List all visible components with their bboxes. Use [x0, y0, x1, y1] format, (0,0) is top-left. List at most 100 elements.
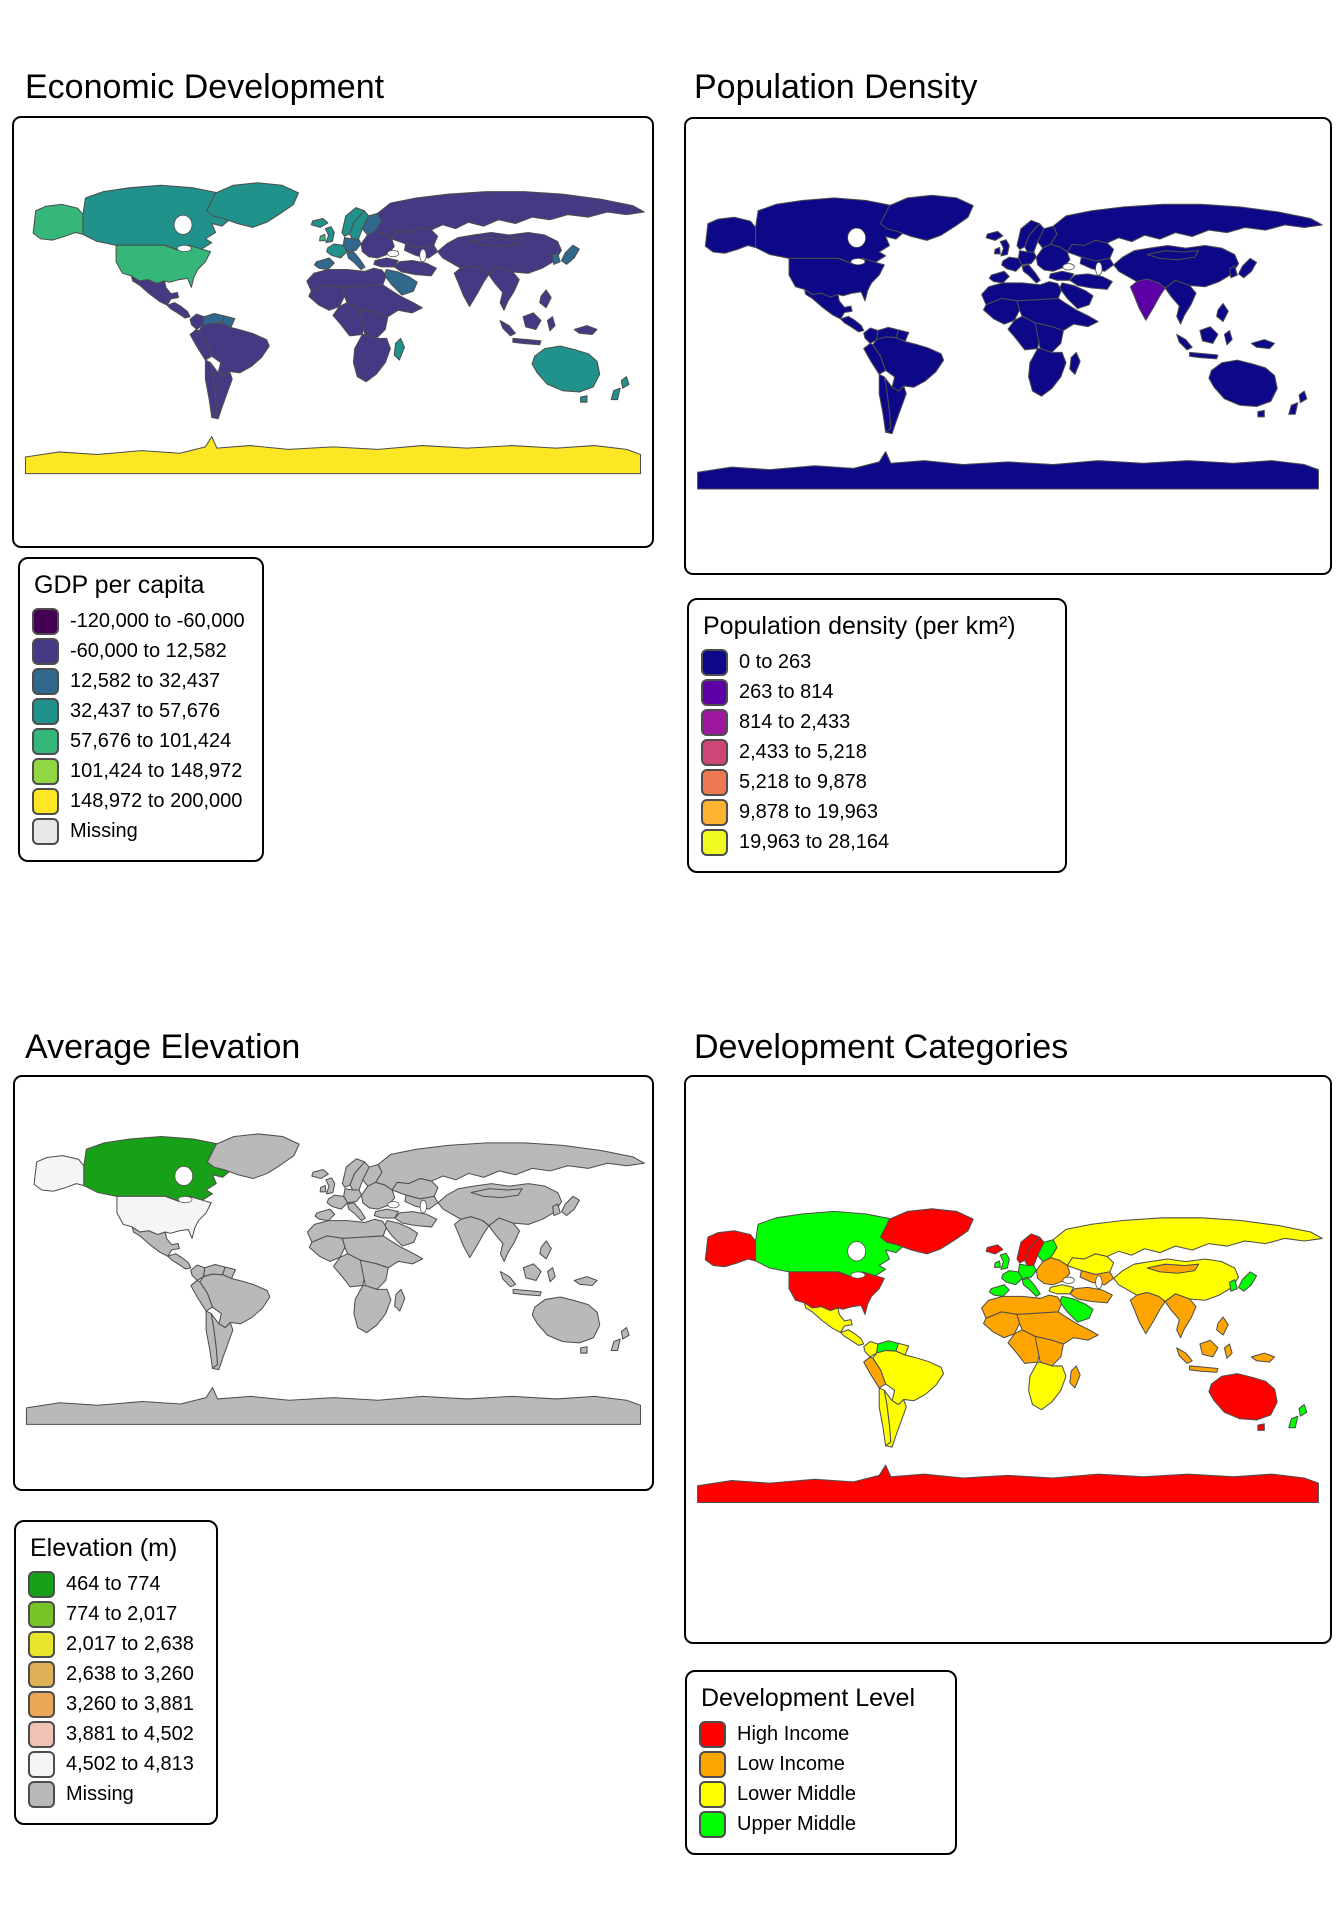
- region-arabia: [1059, 282, 1094, 310]
- legend-swatch: [699, 1721, 726, 1748]
- legend-label: 3,881 to 4,502: [66, 1723, 194, 1745]
- region-philippines: [539, 289, 552, 309]
- region-ireland: [319, 233, 326, 242]
- page-title: Economic Development: [25, 68, 385, 107]
- region-peru: [190, 1279, 213, 1312]
- region-iran: [393, 260, 437, 277]
- region-mongolia: [1146, 1263, 1200, 1274]
- legend-item: Missing: [28, 1781, 202, 1808]
- hudson-bay: [847, 1241, 867, 1262]
- region-peru: [863, 1356, 887, 1389]
- region-iberia: [988, 1284, 1010, 1297]
- region-korea: [551, 252, 561, 265]
- region-se-asia: [1164, 279, 1197, 325]
- region-australia: [531, 1296, 601, 1344]
- region-antarctica: [24, 436, 642, 475]
- region-japan: [1238, 257, 1258, 279]
- legend-swatch: [28, 1781, 55, 1808]
- legend-item: 12,582 to 32,437: [32, 668, 248, 695]
- region-se-asia: [1164, 1293, 1197, 1339]
- legend-item: 19,963 to 28,164: [701, 829, 1051, 856]
- page-title: Population Density: [694, 68, 978, 107]
- hudson-bay: [173, 214, 193, 235]
- region-iran: [1069, 273, 1113, 290]
- region-east-africa: [359, 1259, 389, 1290]
- legend-box: GDP per capita -120,000 to -60,000 -60,00…: [18, 557, 264, 862]
- region-argentina: [210, 1313, 234, 1371]
- world-map: [25, 1133, 645, 1425]
- legend-item: 2,638 to 3,260: [28, 1661, 202, 1688]
- legend-swatch: [28, 1601, 55, 1628]
- region-antarctica: [25, 1386, 642, 1425]
- black-sea: [387, 1201, 400, 1209]
- region-korea: [1229, 265, 1238, 279]
- legend-label: Low Income: [737, 1753, 845, 1775]
- map-box: [12, 116, 654, 548]
- region-iceland: [985, 230, 1004, 241]
- legend-item: 5,218 to 9,878: [701, 769, 1051, 796]
- legend-label: 4,502 to 4,813: [66, 1753, 194, 1775]
- region-central-america: [167, 1253, 192, 1270]
- legend-items: High Income Low Income Lower Middle Upper M…: [699, 1721, 941, 1838]
- legend-box: Elevation (m) 464 to 774 774 to 2,017 2,01…: [14, 1520, 218, 1825]
- legend-swatch: [32, 818, 59, 845]
- region-tasmania: [580, 395, 588, 403]
- legend-swatch: [701, 739, 728, 766]
- region-central-america: [840, 315, 865, 333]
- region-uk: [324, 226, 335, 244]
- legend-label: 774 to 2,017: [66, 1603, 178, 1625]
- region-east-europe: [1035, 243, 1071, 272]
- region-india: [1129, 278, 1166, 321]
- map-box: [13, 1075, 654, 1491]
- legend-item: 464 to 774: [28, 1571, 202, 1598]
- region-australia: [531, 345, 601, 393]
- legend-label: 32,437 to 57,676: [70, 700, 221, 722]
- region-turkey: [1048, 270, 1075, 281]
- world-map: [697, 194, 1323, 490]
- region-turkey: [1048, 1284, 1075, 1295]
- region-southern-africa: [352, 334, 391, 383]
- region-argentina: [883, 376, 907, 435]
- region-mexico: [130, 275, 180, 306]
- legend-swatch: [32, 758, 59, 785]
- region-iran: [1069, 1286, 1113, 1304]
- region-mongolia: [470, 1188, 523, 1199]
- hudson-bay: [174, 1166, 194, 1186]
- legend-swatch: [32, 698, 59, 725]
- region-papua-new-guinea: [573, 1276, 598, 1287]
- region-france: [1001, 256, 1023, 272]
- legend-label: 0 to 263: [739, 651, 812, 673]
- region-peru: [189, 328, 213, 361]
- region-peru: [863, 342, 887, 375]
- legend-swatch: [701, 649, 728, 676]
- legend-label: 148,972 to 200,000: [70, 790, 243, 812]
- region-greenland: [206, 1133, 300, 1180]
- legend-items: 464 to 774 774 to 2,017 2,017 to 2,638 2,63…: [28, 1571, 202, 1808]
- hudson-bay: [847, 227, 867, 248]
- legend-swatch: [701, 769, 728, 796]
- region-madagascar: [1069, 351, 1081, 375]
- legend-label: 19,963 to 28,164: [739, 831, 890, 853]
- legend-label: -60,000 to 12,582: [70, 640, 227, 662]
- legend-title: Elevation (m): [30, 1534, 178, 1562]
- legend-swatch: [701, 679, 728, 706]
- caspian-sea: [1095, 1275, 1103, 1290]
- legend-label: 2,017 to 2,638: [66, 1633, 194, 1655]
- caspian-sea: [419, 1199, 427, 1214]
- region-japan: [561, 1195, 580, 1216]
- region-east-africa: [359, 308, 389, 339]
- region-tasmania: [1257, 409, 1265, 418]
- region-se-asia: [488, 266, 520, 311]
- region-argentina: [883, 1389, 907, 1448]
- legend-label: 9,878 to 19,963: [739, 801, 879, 823]
- black-sea: [1062, 263, 1075, 271]
- region-korea: [552, 1203, 561, 1216]
- region-india: [1129, 1292, 1166, 1335]
- region-italy: [1021, 264, 1041, 284]
- legend-swatch: [28, 1631, 55, 1658]
- legend-item: -60,000 to 12,582: [32, 638, 248, 665]
- legend-item: 148,972 to 200,000: [32, 788, 248, 815]
- region-iberia: [988, 270, 1010, 284]
- legend-label: Missing: [66, 1783, 134, 1805]
- region-southern-africa: [1028, 348, 1067, 397]
